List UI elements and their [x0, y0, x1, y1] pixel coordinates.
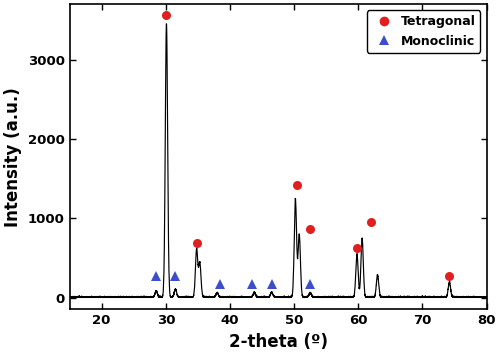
X-axis label: 2-theta (º): 2-theta (º) — [228, 333, 328, 351]
Y-axis label: Intensity (a.u.): Intensity (a.u.) — [4, 87, 22, 226]
Legend: Tetragonal, Monoclinic: Tetragonal, Monoclinic — [366, 10, 480, 53]
